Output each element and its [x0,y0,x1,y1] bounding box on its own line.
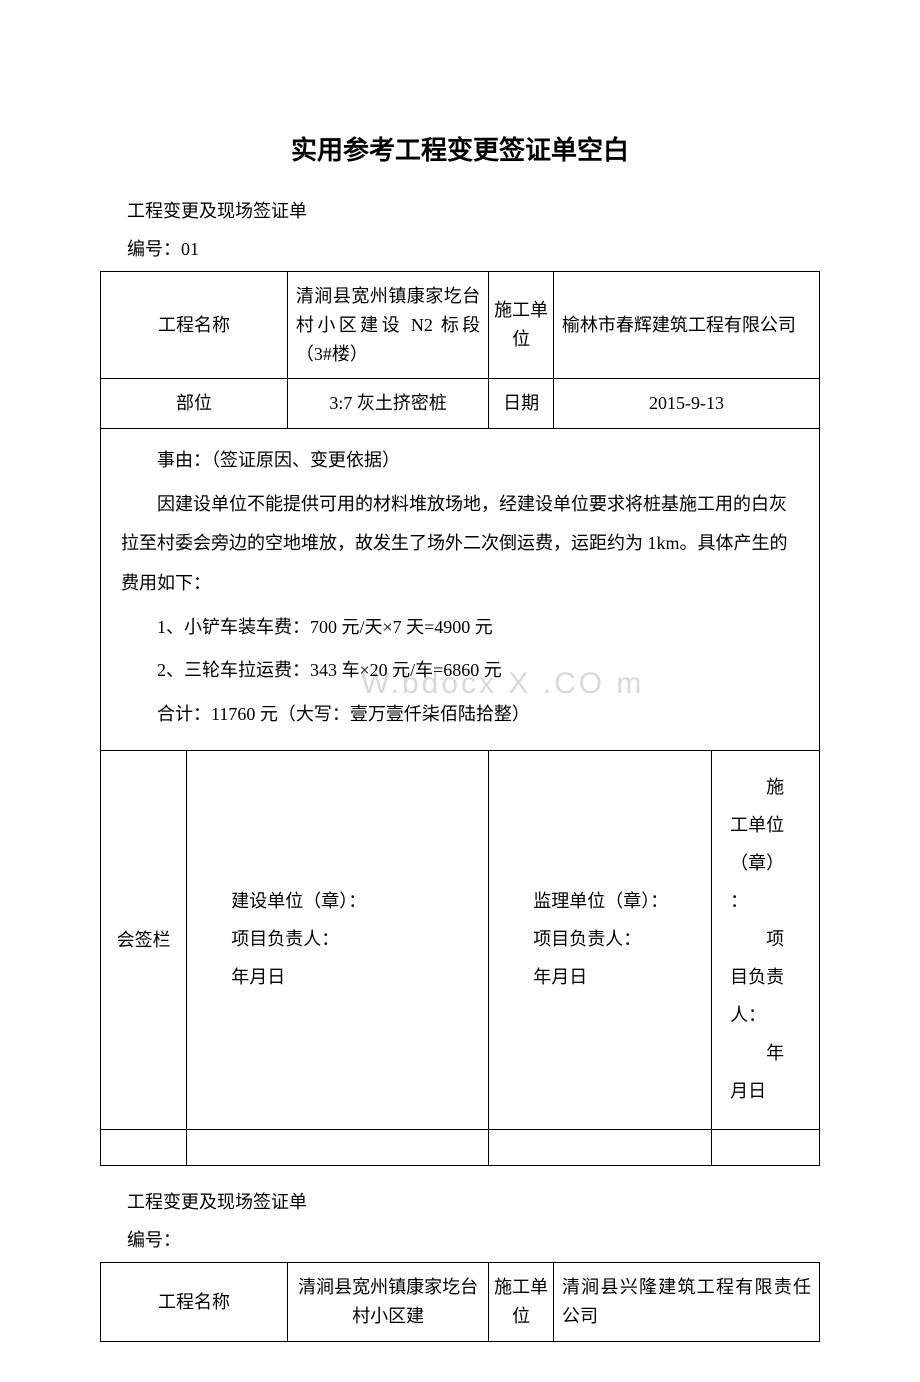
form1-table: 工程名称 清涧县宽州镇康家圪台村小区建设 N2 标段（3#楼） 施工单位 榆林市… [100,271,820,1166]
value-part: 3:7 灰土挤密桩 [287,379,488,429]
cons-l2b: 目负责 [730,959,811,995]
table-row: 会签栏 建设单位（章）： 项目负责人： 年月日 监理单位（章）： 项目负责人： … [101,751,820,1130]
form1-number: 编号：01 [100,235,820,261]
build-l1: 建设单位（章）： [195,883,480,919]
table-row: 工程名称 清涧县宽州镇康家圪台村小区建设 N2 标段（3#楼） 施工单位 榆林市… [101,272,820,379]
document-page: 实用参考工程变更签证单空白 工程变更及现场签证单 编号：01 工程名称 清涧县宽… [0,0,920,1382]
supervise-l1: 监理单位（章）： [497,883,703,919]
form2-section: 工程变更及现场签证单 编号： 工程名称 清涧县宽州镇康家圪台村小区建 施工单位 … [100,1188,820,1342]
label-project-name: 工程名称 [101,272,288,379]
reason-body: 因建设单位不能提供可用的材料堆放场地，经建设单位要求将桩基施工用的白灰拉至村委会… [121,485,799,604]
reason-cell: 事由：（签证原因、变更依据） 因建设单位不能提供可用的材料堆放场地，经建设单位要… [101,429,820,751]
empty-cell [101,1130,187,1166]
empty-cell [187,1130,489,1166]
form2-table: 工程名称 清涧县宽州镇康家圪台村小区建 施工单位 清涧县兴隆建筑工程有限责任公司 [100,1262,820,1342]
value-project-name: 清涧县宽州镇康家圪台村小区建设 N2 标段（3#楼） [287,272,488,379]
watermark-wrapper: W.bdocx X .CO m 2、三轮车拉运费：343 车×20 元/车=68… [121,651,799,691]
form2-subtitle: 工程变更及现场签证单 [100,1188,820,1214]
label-part: 部位 [101,379,288,429]
cons-l3b: 月日 [730,1073,811,1109]
build-l3: 年月日 [195,959,480,995]
label-date: 日期 [489,379,554,429]
build-l2: 项目负责人： [195,921,480,957]
table-row: 事由：（签证原因、变更依据） 因建设单位不能提供可用的材料堆放场地，经建设单位要… [101,429,820,751]
empty-cell [489,1130,712,1166]
construction-unit-signature: 施 工单位 （章） ： 项 目负责 人： 年 月日 [712,751,820,1130]
label-construction-unit: 施工单位 [489,272,554,379]
label-construction-unit-2: 施工单位 [489,1263,554,1342]
empty-cell [712,1130,820,1166]
cons-l1c: （章） [730,845,811,881]
number-value: 01 [181,239,199,259]
cons-l2a: 项 [730,921,811,957]
reason-total: 合计：11760 元（大写：壹万壹仟柒佰陆拾整） [121,695,799,735]
value-date: 2015-9-13 [553,379,819,429]
cons-l1d: ： [730,883,811,919]
cons-l3a: 年 [730,1035,811,1071]
reason-item1: 1、小铲车装车费：700 元/天×7 天=4900 元 [121,608,799,648]
supervise-l3: 年月日 [497,959,703,995]
label-signature-column: 会签栏 [101,751,187,1130]
document-title: 实用参考工程变更签证单空白 [100,130,820,167]
item2-pre: 2、三轮车拉运费： [157,660,310,680]
item2-post: 343 车×20 元/车=6860 元 [310,660,502,680]
cons-l1a: 施 [730,769,811,805]
table-row: 工程名称 清涧县宽州镇康家圪台村小区建 施工单位 清涧县兴隆建筑工程有限责任公司 [101,1263,820,1342]
label-project-name-2: 工程名称 [101,1263,288,1342]
supervise-unit-signature: 监理单位（章）： 项目负责人： 年月日 [489,751,712,1130]
value-project-name-2: 清涧县宽州镇康家圪台村小区建 [287,1263,488,1342]
value-construction-unit-2: 清涧县兴隆建筑工程有限责任公司 [553,1263,819,1342]
value-construction-unit: 榆林市春辉建筑工程有限公司 [553,272,819,379]
build-unit-signature: 建设单位（章）： 项目负责人： 年月日 [187,751,489,1130]
cons-l2c: 人： [730,997,811,1033]
number-label: 编号： [127,239,181,259]
reason-header: 事由：（签证原因、变更依据） [121,441,799,481]
table-row-empty [101,1130,820,1166]
table-row: 部位 3:7 灰土挤密桩 日期 2015-9-13 [101,379,820,429]
form1-subtitle: 工程变更及现场签证单 [100,197,820,223]
form2-number: 编号： [100,1226,820,1252]
cons-l1b: 工单位 [730,807,811,843]
reason-item2: 2、三轮车拉运费：343 车×20 元/车=6860 元 [121,651,799,691]
supervise-l2: 项目负责人： [497,921,703,957]
